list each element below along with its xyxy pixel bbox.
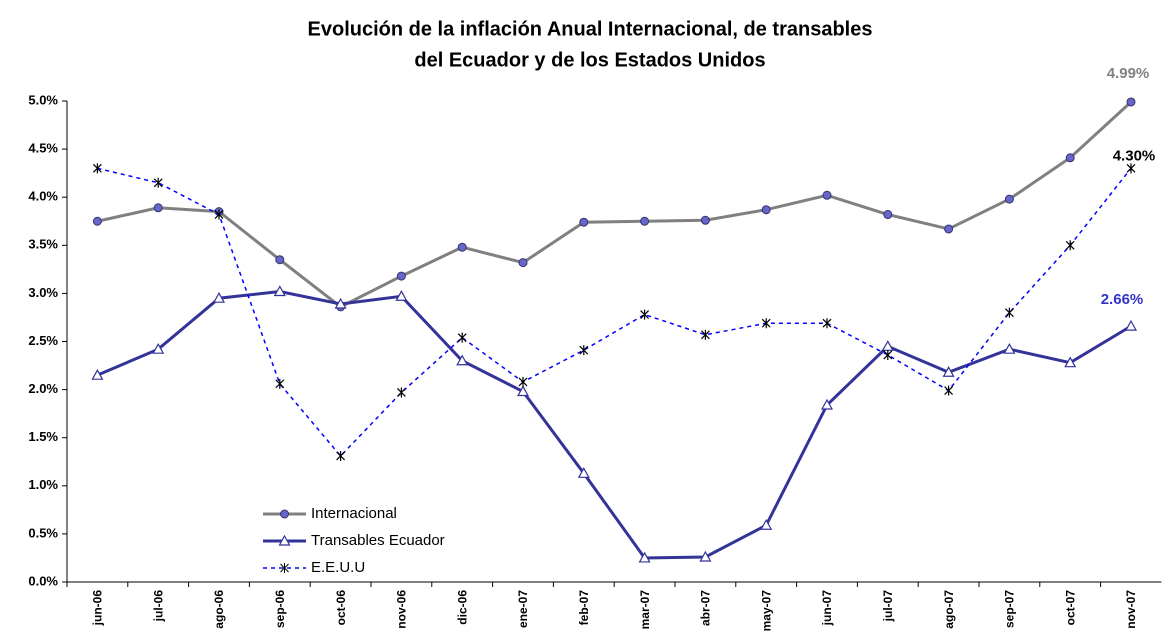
x-tick-label: jul-07	[881, 590, 895, 623]
chart-title: del Ecuador y de los Estados Unidos	[414, 49, 765, 71]
series-line	[96, 289, 1132, 560]
point	[944, 385, 954, 396]
point	[640, 216, 650, 226]
point	[336, 450, 346, 461]
legend-marker	[280, 563, 289, 573]
x-tick-label: sep-06	[273, 590, 287, 628]
chart-title: Evolución de la inflación Anual Internac…	[308, 18, 873, 40]
point	[699, 550, 712, 562]
point	[1124, 319, 1138, 331]
point	[275, 378, 285, 389]
y-tick-label: 3.5%	[28, 237, 58, 252]
x-tick-label: oct-06	[334, 590, 348, 626]
x-tick-label: ago-07	[942, 590, 956, 629]
legend-label: Transables Ecuador	[311, 532, 445, 549]
x-tick-label: ago-06	[212, 590, 226, 629]
y-tick-label: 5.0%	[28, 92, 58, 107]
point	[761, 205, 771, 215]
y-tick-label: 4.0%	[28, 189, 58, 204]
point	[92, 163, 102, 174]
point	[395, 290, 408, 301]
point	[516, 385, 530, 397]
point	[822, 190, 832, 200]
point	[275, 255, 285, 265]
point	[761, 318, 771, 329]
legend-marker	[280, 509, 289, 519]
point	[334, 297, 347, 309]
point	[881, 340, 894, 351]
x-tick-label: nov-07	[1124, 590, 1138, 629]
x-tick-label: sep-07	[1003, 590, 1017, 628]
point	[1126, 97, 1136, 107]
value-label: 2.66%	[1101, 291, 1144, 308]
point	[942, 366, 955, 377]
legend-label: Internacional	[311, 505, 397, 522]
y-tick-label: 4.5%	[28, 141, 58, 156]
x-tick-label: oct-07	[1063, 590, 1077, 626]
y-tick-label: 0.5%	[28, 525, 58, 540]
point	[640, 309, 650, 320]
y-tick-label: 1.5%	[28, 429, 58, 444]
point	[91, 368, 104, 380]
point	[396, 271, 406, 281]
y-tick-label: 3.0%	[28, 285, 58, 300]
x-tick-label: nov-06	[395, 590, 409, 629]
point	[152, 342, 165, 354]
point	[820, 398, 834, 410]
point	[579, 345, 589, 356]
x-tick-label: abr-07	[699, 590, 713, 626]
point	[518, 258, 528, 268]
point	[577, 467, 590, 478]
point	[579, 217, 589, 227]
x-tick-label: jun-07	[820, 590, 834, 627]
x-tick-label: jul-06	[151, 590, 165, 623]
legend-label: E.E.U.U	[311, 559, 365, 576]
y-tick-label: 0.0%	[28, 573, 58, 588]
point	[212, 291, 226, 303]
y-tick-label: 2.0%	[28, 381, 58, 396]
point	[1003, 342, 1016, 354]
point	[153, 203, 163, 213]
point	[1126, 163, 1136, 174]
point	[1004, 307, 1014, 318]
point	[944, 224, 954, 234]
point	[518, 376, 528, 387]
x-tick-label: may-07	[759, 590, 773, 632]
y-tick-label: 1.0%	[28, 477, 58, 492]
point	[822, 318, 832, 329]
x-tick-label: feb-07	[577, 590, 591, 626]
point	[273, 285, 286, 297]
y-tick-label: 2.5%	[28, 333, 58, 348]
point	[1004, 194, 1014, 204]
x-tick-label: mar-07	[638, 590, 652, 630]
point	[883, 349, 893, 360]
series-line	[97, 167, 1132, 458]
point	[214, 209, 224, 220]
x-tick-label: jun-06	[91, 590, 105, 627]
point	[760, 519, 773, 530]
point	[883, 210, 893, 220]
point	[457, 242, 467, 252]
point	[700, 215, 710, 225]
legend-marker	[278, 534, 291, 546]
point	[153, 177, 163, 188]
point	[1065, 240, 1075, 251]
x-tick-label: ene-07	[516, 590, 530, 628]
point	[700, 329, 710, 340]
x-tick-label: dic-06	[455, 590, 469, 625]
value-label: 4.30%	[1113, 147, 1156, 164]
point	[92, 216, 102, 226]
point	[1064, 356, 1077, 368]
point	[396, 387, 406, 398]
point	[457, 332, 467, 343]
point	[1065, 153, 1075, 163]
point	[456, 354, 469, 366]
series-line	[97, 100, 1133, 309]
point	[638, 551, 651, 563]
value-label: 4.99%	[1107, 65, 1150, 82]
